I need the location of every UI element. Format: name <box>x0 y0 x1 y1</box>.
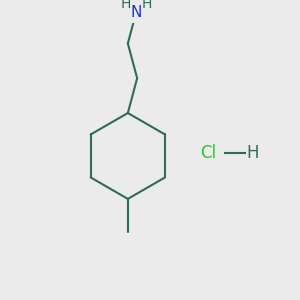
Text: N: N <box>130 5 142 20</box>
Text: Cl: Cl <box>200 144 216 162</box>
Text: H: H <box>141 0 152 11</box>
Text: H: H <box>246 144 259 162</box>
Text: H: H <box>120 0 131 11</box>
